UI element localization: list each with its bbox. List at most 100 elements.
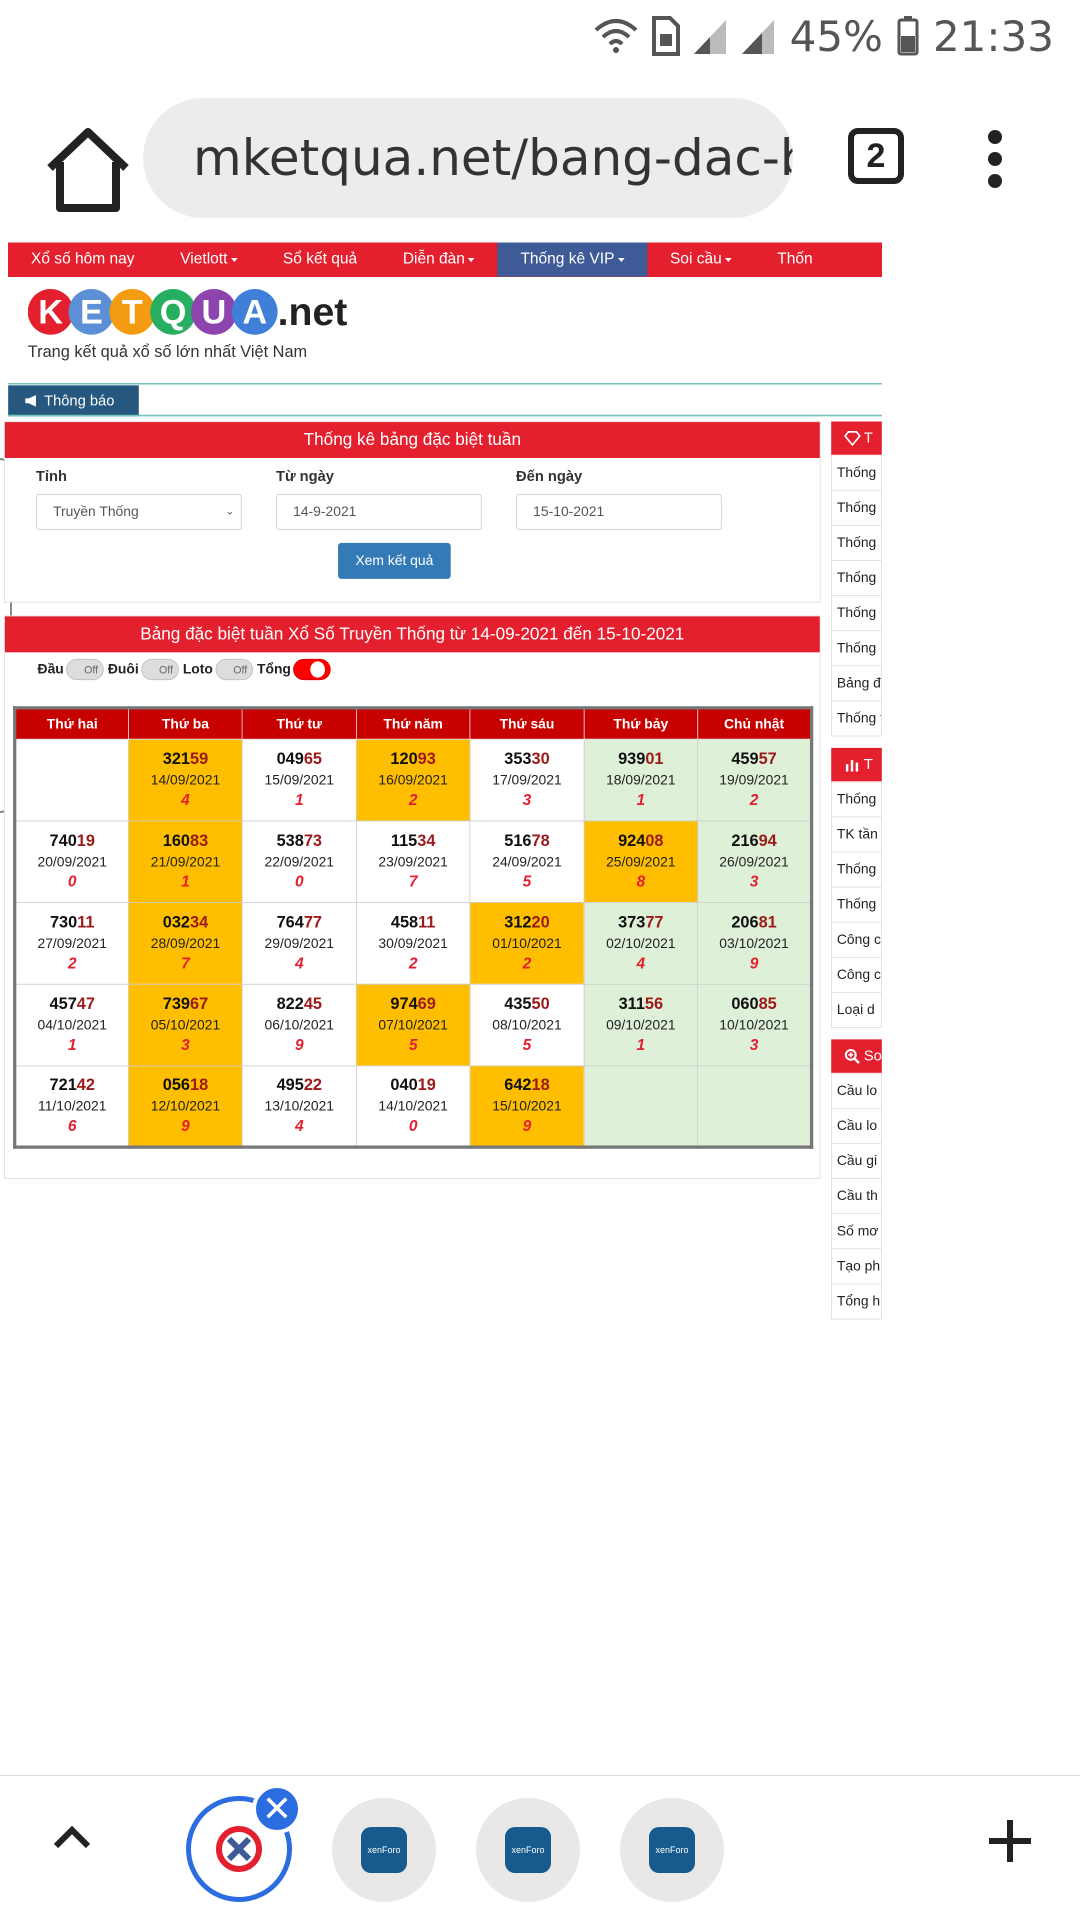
result-date: 07/10/2021 bbox=[378, 1016, 448, 1033]
number-tail: 83 bbox=[190, 831, 209, 850]
sidebar-link[interactable]: Số mơ bbox=[831, 1214, 882, 1250]
to-date-input[interactable]: 15-10-2021 bbox=[516, 493, 722, 530]
result-number: 21694 bbox=[698, 832, 810, 851]
more-options-icon[interactable] bbox=[980, 130, 1010, 190]
result-date: 23/09/2021 bbox=[378, 853, 448, 870]
nav-thong-ke-vip[interactable]: Thống kê VIP bbox=[497, 242, 648, 277]
sidebar-link[interactable]: Thống theo Đ bbox=[831, 701, 882, 737]
address-bar[interactable]: mketqua.net/bang-dac-b bbox=[143, 98, 793, 218]
nav-so-ket-qua[interactable]: Sổ kết quả bbox=[282, 250, 358, 268]
nav-dien-dan[interactable]: Diễn đàn bbox=[380, 242, 498, 276]
new-tab-plus-icon[interactable] bbox=[985, 1816, 1035, 1866]
number-head: 115 bbox=[390, 831, 418, 850]
diamond-icon bbox=[844, 430, 861, 446]
province-select[interactable]: Truyền Thống ⌄ bbox=[35, 493, 242, 530]
sidebar-link[interactable]: Tạo ph bbox=[831, 1249, 882, 1285]
sidebar-link[interactable]: Cầu lo bbox=[831, 1073, 882, 1109]
number-tail: 77 bbox=[303, 913, 323, 932]
table-row: 32159 14/09/2021 4 04965 15/09/2021 1 12093 16/… bbox=[14, 738, 813, 821]
result-cell bbox=[697, 1065, 813, 1148]
close-tab-icon[interactable]: ✕ bbox=[252, 1784, 302, 1834]
number-head: 974 bbox=[390, 994, 418, 1013]
result-cell: 51678 24/09/2021 5 bbox=[469, 820, 585, 903]
results-title: Bảng đặc biệt tuần Xổ Số Truyền Thống từ… bbox=[4, 616, 820, 653]
sidebar-link[interactable]: Thống bbox=[831, 887, 882, 923]
result-number: 16083 bbox=[129, 832, 242, 851]
divider bbox=[8, 382, 882, 385]
result-cell: 03234 28/09/2021 7 bbox=[128, 901, 243, 985]
sidebar-link[interactable]: Công c VIP bbox=[831, 957, 882, 993]
result-cell: 45957 19/09/2021 2 bbox=[697, 738, 813, 821]
sidebar-link[interactable]: Công c bbox=[831, 922, 882, 958]
result-date: 08/10/2021 bbox=[492, 1016, 562, 1033]
result-cell: 04019 14/10/2021 0 bbox=[355, 1065, 471, 1148]
from-date-input[interactable]: 14-9-2021 bbox=[275, 493, 482, 530]
result-number: 06085 bbox=[698, 995, 810, 1014]
number-head: 939 bbox=[618, 749, 646, 768]
result-number: 31220 bbox=[470, 913, 583, 932]
toggle-dau[interactable]: Off bbox=[66, 658, 104, 681]
sidebar-link[interactable]: Thống loto bbox=[831, 490, 882, 526]
sidebar-link[interactable]: Cầu lo bbox=[831, 1108, 882, 1144]
number-tail: 73 bbox=[303, 831, 323, 850]
submit-button[interactable]: Xem kết quả bbox=[338, 542, 451, 579]
sidebar-list-soi-cau: Cầu lo Cầu lo Cầu gi Cầu th Số mơ Tạo ph Tổng … bbox=[831, 1073, 882, 1320]
sidebar-link[interactable]: Loại d bbox=[831, 992, 882, 1028]
number-tail: 22 bbox=[303, 1075, 323, 1094]
nav-vietlott[interactable]: Vietlott bbox=[157, 242, 260, 276]
sidebar-link[interactable]: Thống bbox=[831, 782, 882, 818]
result-cell: 73967 05/10/2021 3 bbox=[128, 983, 243, 1066]
notice-tab[interactable]: Thông báo bbox=[8, 385, 139, 417]
number-tail: 19 bbox=[417, 1075, 436, 1094]
tab-thumbnail[interactable]: xenForo bbox=[620, 1798, 724, 1902]
sidebar-link[interactable]: Cầu gi bbox=[831, 1143, 882, 1179]
site-tagline: Trang kết quả xổ số lớn nhất Việt Nam bbox=[27, 342, 308, 361]
sidebar-link[interactable]: Thống loto bbox=[831, 560, 882, 596]
chevron-up-icon[interactable] bbox=[50, 1816, 94, 1860]
sidebar-link[interactable]: TK tần bbox=[831, 817, 882, 853]
tab-thumbnail[interactable]: xenForo bbox=[476, 1798, 580, 1902]
result-total: 3 bbox=[749, 873, 759, 891]
number-head: 435 bbox=[504, 994, 532, 1013]
tab-thumbnail[interactable]: xenForo bbox=[332, 1798, 436, 1902]
sidebar-link[interactable]: Thống bbox=[831, 852, 882, 888]
sidebar-link[interactable]: Cầu th bbox=[831, 1178, 882, 1215]
sidebar-link[interactable]: Thống bbox=[831, 595, 882, 632]
nav-soi-cau[interactable]: Soi cầu bbox=[647, 242, 754, 276]
result-number: 97469 bbox=[357, 995, 470, 1014]
home-icon[interactable] bbox=[40, 122, 136, 218]
nav-thong-ke[interactable]: Thốn bbox=[777, 250, 813, 268]
result-date: 22/09/2021 bbox=[264, 853, 335, 870]
toggle-group: Đầu Off Đuôi Off Loto Off Tổng bbox=[37, 658, 335, 681]
result-total: 6 bbox=[67, 1117, 77, 1135]
result-date: 26/09/2021 bbox=[719, 853, 789, 870]
number-tail: 30 bbox=[531, 749, 550, 768]
sidebar-link[interactable]: Bảng đ bbox=[831, 666, 882, 702]
toggle-loto[interactable]: Off bbox=[215, 658, 253, 681]
number-tail: 18 bbox=[531, 1075, 550, 1094]
result-date: 19/09/2021 bbox=[719, 771, 789, 788]
result-number: 45811 bbox=[357, 913, 470, 932]
result-total: 8 bbox=[636, 873, 646, 891]
result-cell: 16083 21/09/2021 1 bbox=[128, 820, 243, 903]
sidebar-link[interactable]: Thống bbox=[831, 525, 882, 561]
number-tail: 45 bbox=[303, 994, 323, 1013]
tab-switcher-button[interactable]: 2 bbox=[848, 128, 904, 184]
sidebar-link[interactable]: Tổng h bbox=[831, 1284, 882, 1320]
number-head: 739 bbox=[162, 994, 191, 1013]
number-tail: 20 bbox=[531, 913, 550, 932]
number-head: 459 bbox=[731, 749, 759, 768]
number-head: 516 bbox=[504, 831, 532, 850]
toggle-duoi[interactable]: Off bbox=[141, 658, 179, 681]
toggle-label-dau: Đầu bbox=[37, 661, 64, 677]
result-total: 9 bbox=[749, 954, 759, 972]
result-cell bbox=[14, 738, 129, 821]
site-logo[interactable]: K E T Q U A .net bbox=[27, 288, 348, 335]
number-tail: 78 bbox=[531, 831, 550, 850]
sidebar-link[interactable]: Thống bbox=[831, 455, 882, 491]
toggle-tong[interactable] bbox=[293, 658, 331, 681]
sidebar-link[interactable]: Thống bbox=[831, 631, 882, 667]
nav-xo-so-hom-nay[interactable]: Xổ số hôm nay bbox=[31, 250, 135, 268]
result-cell: 20681 03/10/2021 9 bbox=[697, 901, 813, 985]
clock: 21:33 bbox=[932, 11, 1054, 61]
